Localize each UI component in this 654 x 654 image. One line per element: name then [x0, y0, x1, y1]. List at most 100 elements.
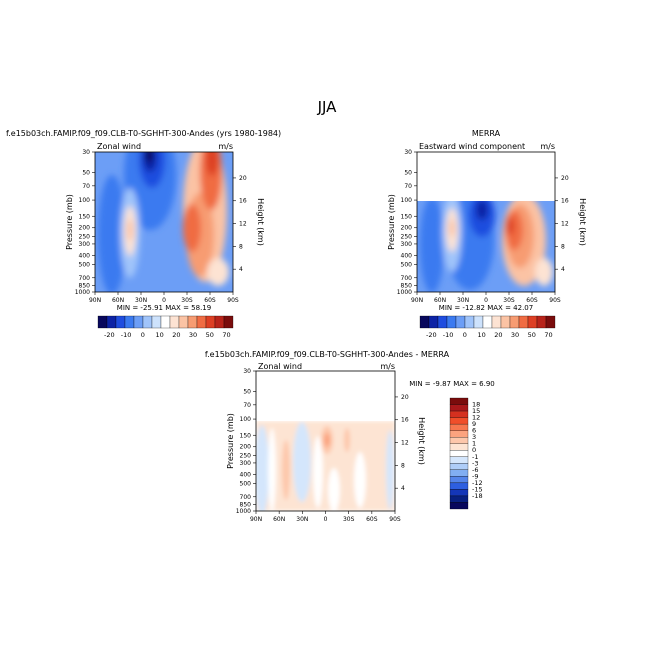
panel-merra-lattick-label: 60N [434, 297, 446, 304]
colorbar-label: 50 [206, 331, 214, 339]
figure-title: JJA [317, 98, 338, 116]
panel-model-lattick-label: 60S [204, 297, 216, 304]
panel-merra-lattick-label: 90S [549, 297, 561, 304]
panel-diff-ptick-label: 300 [240, 460, 252, 467]
panel-merra-ptick-label: 1000 [397, 289, 412, 296]
colorbar-label: -20 [104, 331, 115, 339]
panel-merra-htick-label: 16 [561, 198, 569, 205]
panel-diff-lattick-label: 60S [366, 516, 378, 523]
colorbar-swatch [449, 430, 469, 438]
panel-model-ptick-label: 300 [79, 241, 91, 248]
panel-model-lattick-label: 30S [181, 297, 193, 304]
colorbar-label: 70 [222, 331, 230, 339]
panel-merra-ptick-label: 300 [401, 241, 413, 248]
colorbar-swatch [491, 315, 502, 329]
colorbar-swatch [449, 502, 469, 510]
panel-merra-ptick-label: 200 [401, 225, 413, 232]
colorbar-swatch [428, 315, 439, 329]
colorbar-swatch [169, 315, 180, 329]
colorbar-swatch [455, 315, 466, 329]
panel-merra-ptick-label: 850 [401, 283, 413, 290]
colorbar-label: 0 [463, 331, 467, 339]
panel-model-htick-label: 16 [239, 198, 247, 205]
panel-diff-ptick-label: 700 [240, 494, 252, 501]
colorbar-label: 0 [472, 446, 476, 454]
panel-diff-ptick-label: 200 [240, 444, 252, 451]
panel-merra: MERRA Eastward wind component m/s [387, 129, 587, 312]
panel-merra-ptick-label: 30 [404, 149, 412, 156]
panel-diff-y2label: Height (km) [417, 417, 426, 465]
colorbar-label: 9 [472, 420, 476, 428]
colorbar-swatch [449, 410, 469, 418]
colorbar-swatch [449, 437, 469, 444]
colorbar-label: 10 [477, 331, 485, 339]
panel-model-ptick-label: 50 [82, 169, 90, 176]
colorbar-swatch [187, 315, 198, 329]
panel-diff-lattick-label: 0 [324, 516, 328, 523]
panel-merra-lattick-label: 60S [526, 297, 538, 304]
colorbar-swatch [449, 417, 469, 425]
colorbar-swatch [196, 315, 207, 329]
colorbar-label: -6 [472, 466, 478, 474]
panel-merra-units: m/s [540, 142, 555, 151]
colorbar-swatch [545, 315, 556, 329]
colorbar-label: 50 [528, 331, 536, 339]
panel-diff-minmax: MIN = -9.87 MAX = 6.90 [409, 380, 495, 388]
colorbar-swatch [151, 315, 162, 329]
colorbar-swatch [446, 315, 457, 329]
colorbar-swatch [464, 315, 475, 329]
panel-model-htick-label: 8 [239, 243, 243, 250]
colorbar-label: 15 [472, 407, 480, 415]
colorbar-swatch [449, 397, 469, 405]
panel-diff-htick-label: 4 [401, 485, 405, 492]
colorbar-label: -20 [426, 331, 437, 339]
panel-model-ptick-label: 100 [79, 197, 91, 204]
panel-model-ptick-label: 70 [82, 183, 90, 190]
panel-diff-ptick-label: 100 [240, 416, 252, 423]
panel-model-ptick-label: 500 [79, 261, 91, 268]
colorbar-model: -20 -10 0 10 20 30 50 70 [97, 315, 234, 339]
colorbar-label: 12 [472, 414, 480, 422]
panel-diff-subtitle: Zonal wind [258, 362, 302, 371]
colorbar-swatch [449, 443, 469, 451]
panel-model-lattick-label: 90N [89, 297, 101, 304]
panel-model-lattick-label: 60N [112, 297, 124, 304]
panel-model-units: m/s [218, 142, 233, 151]
colorbar-swatch [473, 315, 484, 329]
panel-model-subtitle: Zonal wind [97, 142, 141, 151]
panel-merra-lattick-label: 30N [457, 297, 469, 304]
colorbar-swatch [205, 315, 216, 329]
colorbar-label: 20 [494, 331, 502, 339]
colorbar-label: -9 [472, 472, 478, 480]
panel-merra-ptick-label: 150 [401, 213, 413, 220]
panel-diff-ptick-label: 70 [243, 402, 251, 409]
colorbar-swatch [518, 315, 529, 329]
panel-merra-ptick-label: 50 [404, 169, 412, 176]
colorbar-swatch [482, 315, 493, 329]
colorbar-swatch [115, 315, 126, 329]
colorbar-swatch [133, 315, 144, 329]
panel-merra-header: MERRA [472, 129, 501, 138]
colorbar-label: -10 [443, 331, 454, 339]
panel-diff-ptick-label: 30 [243, 368, 251, 375]
colorbar-swatch [106, 315, 117, 329]
panel-merra-htick-label: 20 [561, 175, 569, 182]
colorbar-swatch [223, 315, 234, 329]
panel-model-lattick-label: 30N [135, 297, 147, 304]
colorbar-label: 10 [155, 331, 163, 339]
colorbar-swatch [178, 315, 189, 329]
panel-model-lattick-label: 90S [227, 297, 239, 304]
colorbar-label: -3 [472, 459, 478, 467]
panel-merra-ptick-label: 100 [401, 197, 413, 204]
colorbar-label: 3 [472, 433, 476, 441]
colorbar-label: 20 [172, 331, 180, 339]
colorbar-swatch [449, 476, 469, 484]
panel-model-field [95, 152, 233, 292]
colorbar-label: -10 [121, 331, 132, 339]
panel-model-ptick-label: 250 [79, 234, 91, 241]
colorbar-swatch [214, 315, 225, 329]
panel-diff-htick-label: 12 [401, 440, 409, 447]
panel-diff-ptick-label: 50 [243, 388, 251, 395]
colorbar-swatch [449, 456, 469, 464]
